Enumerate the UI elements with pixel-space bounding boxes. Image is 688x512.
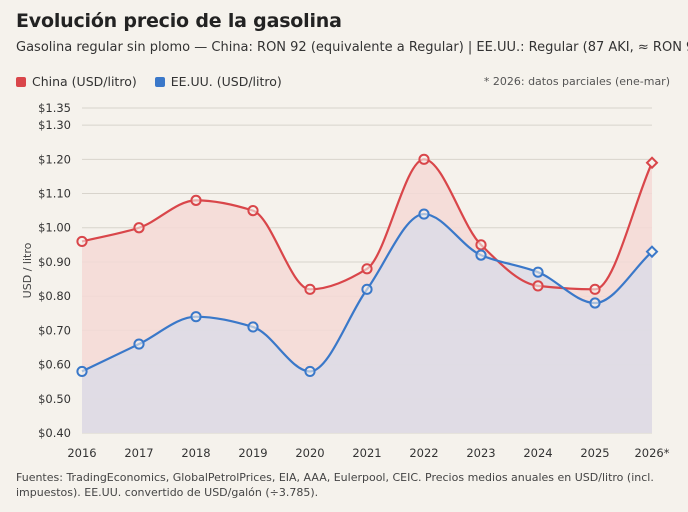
x-tick-label: 2017 (124, 446, 153, 460)
y-tick-label: $0.70 (38, 323, 71, 337)
data-point-china (475, 239, 487, 251)
data-point-usa (532, 266, 544, 278)
legend-item-usa: EE.UU. (USD/litro) (154, 74, 282, 89)
chart-subtitle: Gasolina regular sin plomo — China: RON … (16, 40, 688, 55)
y-tick-label: $0.40 (38, 426, 71, 440)
x-tick-label: 2016 (67, 446, 96, 460)
data-point-usa (361, 283, 373, 295)
x-tick-label: 2020 (295, 446, 324, 460)
data-point-china (304, 283, 316, 295)
line-chart: $0.40 $0.50 $0.60 $0.70 $0.80 $0.90 $1.00 $1.10… (21, 101, 670, 460)
y-tick-label: $0.50 (38, 392, 71, 406)
y-tick-label: $1.20 (38, 152, 71, 166)
legend-label-china: China (USD/litro) (32, 74, 137, 89)
data-point-china (190, 194, 202, 206)
data-point-usa (589, 297, 601, 309)
y-tick-label: $0.90 (38, 255, 71, 269)
y-tick-label: $1.10 (38, 187, 71, 201)
x-tick-label: 2024 (523, 446, 552, 460)
legend-label-usa: EE.UU. (USD/litro) (170, 74, 282, 89)
data-point-usa (645, 245, 659, 259)
x-tick-label: 2025 (580, 446, 609, 460)
data-point-china (589, 283, 601, 295)
chart-sources-footer: Fuentes: TradingEconomics, GlobalPetrolP… (16, 471, 654, 499)
legend-swatch-china (16, 76, 26, 87)
legend-item-china: China (USD/litro) (16, 74, 137, 89)
data-point-usa (475, 249, 487, 261)
data-point-china (247, 205, 259, 217)
x-tick-label: 2023 (466, 446, 495, 460)
data-point-china (645, 156, 659, 170)
data-point-usa (76, 365, 88, 378)
chart-legend: China (USD/litro) EE.UU. (USD/litro) (16, 74, 300, 89)
y-tick-label: $0.80 (38, 289, 71, 303)
y-tick-label: $1.00 (38, 221, 71, 235)
x-tick-label: 2022 (409, 446, 438, 460)
legend-swatch-usa (154, 76, 165, 87)
data-point-china (418, 153, 430, 165)
y-axis-label: USD / litro (21, 242, 34, 298)
data-point-usa (190, 311, 202, 323)
data-point-china (76, 235, 88, 248)
y-tick-label: $1.35 (38, 101, 71, 115)
data-point-usa (133, 338, 145, 350)
area-fill-usa (82, 214, 652, 433)
x-tick-label: 2021 (352, 446, 381, 460)
x-tick-label: 2018 (181, 446, 210, 460)
data-point-china (133, 222, 145, 234)
chart-title: Evolución precio de la gasolina (16, 10, 342, 32)
data-point-china (532, 280, 544, 292)
data-point-usa (418, 208, 430, 220)
data-point-usa (247, 321, 259, 333)
data-point-china (361, 263, 373, 275)
data-point-usa (304, 365, 316, 378)
partial-data-note: * 2026: datos parciales (ene-mar) (483, 75, 670, 88)
x-tick-label: 2026* (634, 446, 669, 460)
y-tick-label: $1.30 (38, 118, 71, 132)
y-tick-label: $0.60 (38, 358, 71, 372)
x-tick-label: 2019 (238, 446, 267, 460)
